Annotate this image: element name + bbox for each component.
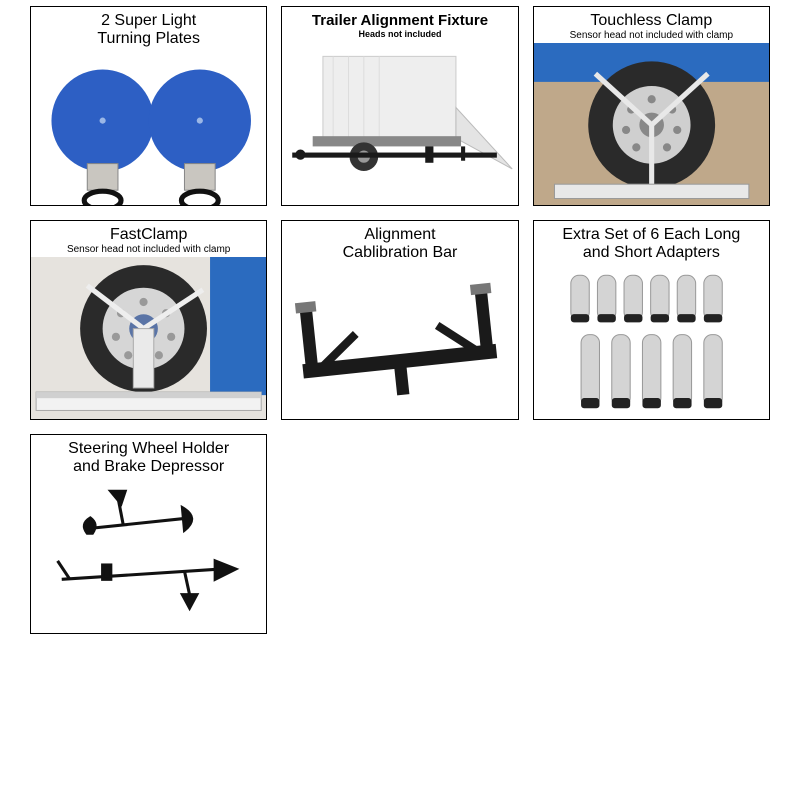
card-title: Steering Wheel Holderand Brake Depressor (64, 435, 233, 477)
card-fastclamp: FastClamp Sensor head not included with … (30, 220, 267, 420)
card-touchless-clamp: Touchless Clamp Sensor head not included… (533, 6, 770, 206)
card-subtitle: Heads not included (358, 29, 441, 41)
card-title: Touchless Clamp (586, 7, 716, 30)
card-image (31, 477, 266, 634)
card-calibration-bar: AlignmentCablibration Bar (281, 220, 518, 420)
card-title: FastClamp (106, 221, 191, 244)
card-image (282, 263, 517, 420)
card-title: Trailer Alignment Fixture (308, 7, 492, 29)
card-steering-holder: Steering Wheel Holderand Brake Depressor (30, 434, 267, 634)
card-subtitle: Sensor head not included with clamp (570, 30, 733, 43)
card-subtitle: Sensor head not included with clamp (67, 244, 230, 257)
card-trailer-fixture: Trailer Alignment Fixture Heads not incl… (281, 6, 518, 206)
card-image (31, 257, 266, 420)
card-image (534, 43, 769, 206)
card-image (534, 263, 769, 420)
card-title: AlignmentCablibration Bar (339, 221, 462, 263)
card-title: Extra Set of 6 Each Longand Short Adapte… (558, 221, 744, 263)
card-turning-plates: 2 Super LightTurning Plates (30, 6, 267, 206)
card-title: 2 Super LightTurning Plates (93, 7, 204, 49)
card-image (282, 41, 517, 205)
product-grid: 2 Super LightTurning Plates Trailer Alig… (30, 6, 770, 634)
card-image (31, 49, 266, 206)
card-adapters: Extra Set of 6 Each Longand Short Adapte… (533, 220, 770, 420)
